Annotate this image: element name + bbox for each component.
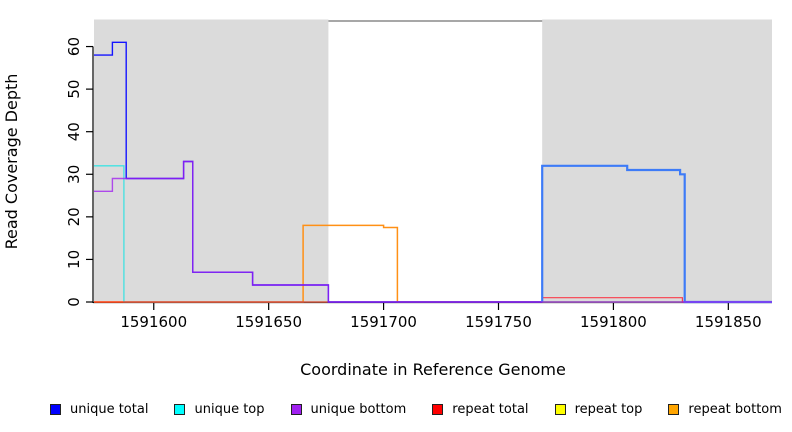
legend-swatch-repeat-bottom (668, 403, 680, 415)
legend-item-unique-top: unique top (174, 401, 265, 417)
x-tick-label: 1591600 (120, 313, 187, 331)
legend-label: unique top (194, 401, 265, 417)
legend-swatch-unique-top (174, 403, 186, 415)
legend-label: unique bottom (310, 401, 407, 417)
shaded-region-1 (542, 19, 772, 302)
y-tick-label: 0 (65, 297, 83, 307)
legend-item-repeat-top: repeat top (554, 401, 643, 417)
series-unique-bottom (94, 160, 772, 303)
legend-label: repeat top (574, 401, 643, 417)
legend-label: unique total (70, 401, 149, 417)
series-unique-total-seg1 (541, 164, 772, 304)
y-tick-label: 60 (65, 37, 83, 56)
x-tick-label: 1591850 (695, 313, 762, 331)
legend-swatch-unique-bottom (290, 403, 302, 415)
legend: unique total unique top unique bottom repea… (50, 396, 782, 422)
legend-swatch-repeat-top (554, 403, 566, 415)
y-tick-label: 40 (65, 122, 83, 141)
y-tick-label: 30 (65, 165, 83, 184)
y-axis-title: Read Coverage Depth (2, 74, 21, 250)
y-tick-label: 10 (65, 250, 83, 269)
legend-label: repeat bottom (688, 401, 782, 417)
legend-item-repeat-bottom: repeat bottom (668, 402, 782, 417)
x-tick-label: 1591700 (350, 313, 417, 331)
legend-swatch-unique-total (50, 403, 61, 415)
legend-item-repeat-total: repeat total (432, 401, 529, 417)
y-tick-label: 50 (65, 80, 83, 99)
legend-label: repeat total (452, 401, 529, 417)
legend-swatch-repeat-total (432, 403, 444, 415)
series-repeat-bottom (94, 224, 772, 303)
legend-item-unique-bottom: unique bottom (290, 401, 407, 417)
shaded-region-0 (94, 19, 329, 302)
x-tick-label: 1591800 (580, 313, 647, 331)
x-axis-title: Coordinate in Reference Genome (300, 360, 566, 379)
y-tick-label: 20 (65, 207, 83, 226)
x-tick-label: 1591650 (235, 313, 302, 331)
x-tick-label: 1591750 (465, 313, 532, 331)
legend-item-unique-total: unique total (50, 402, 148, 417)
